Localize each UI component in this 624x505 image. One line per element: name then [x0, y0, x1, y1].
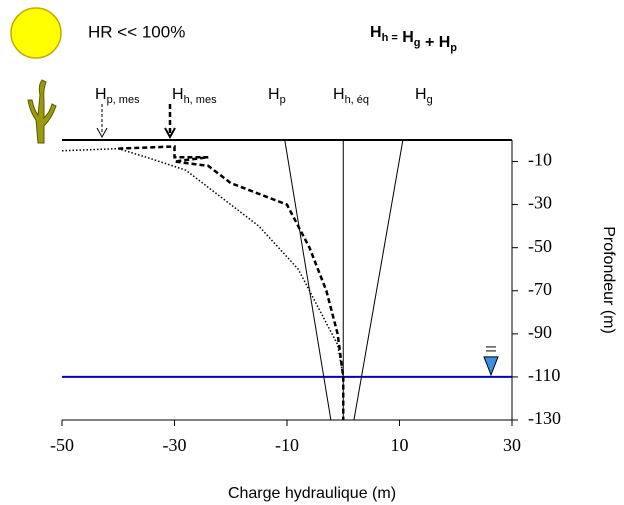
x-tick-label: 10 [391, 435, 409, 455]
series-label-sub: p [280, 94, 286, 106]
y-tick-label: -30 [528, 193, 552, 213]
series-label-sub: h, éq [345, 94, 369, 106]
series-label-main: H [172, 86, 184, 103]
arrow-head [164, 127, 176, 140]
x-tick-label: -30 [163, 435, 187, 455]
series-label-sub: g [427, 94, 433, 106]
series-label: Hh, éq [333, 86, 369, 106]
series-label-sub: h, mes [184, 94, 218, 106]
x-tick-label: 30 [503, 435, 521, 455]
plant-icon [27, 79, 57, 144]
formula-sub: h = [382, 32, 398, 44]
status-icon [10, 7, 62, 59]
y-axis-title: Profondeur (m) [600, 226, 617, 334]
series-label: Hg [415, 86, 433, 106]
arrow-head [96, 127, 108, 139]
series-line [353, 139, 404, 421]
y-tick-label: -70 [528, 279, 552, 299]
formula-text: H [398, 29, 414, 46]
formula: Hh = Hg + Hp [370, 24, 457, 54]
series-label-main: H [333, 86, 345, 103]
series-label-main: H [268, 86, 280, 103]
series-label-sub: p, mes [107, 94, 141, 106]
series-label-main: H [415, 86, 427, 103]
y-tick-label: -90 [528, 322, 552, 342]
x-tick-label: -50 [50, 435, 74, 455]
y-tick-label: -130 [528, 408, 561, 428]
y-tick-label: -110 [528, 365, 560, 385]
series-line [61, 147, 344, 378]
formula-text: + H [421, 34, 451, 51]
formula-sub: g [414, 37, 421, 49]
status: HR << 100% [88, 22, 185, 41]
formula-sub: p [450, 42, 457, 54]
formula-text: H [370, 24, 382, 41]
x-axis-title: Charge hydraulique (m) [228, 485, 396, 502]
series-line [118, 145, 345, 420]
y-tick-label: -10 [528, 150, 552, 170]
series-label: Hh, mes [172, 86, 217, 106]
y-tick-label: -50 [528, 236, 552, 256]
x-tick-label: -10 [275, 435, 299, 455]
series-label: Hp, mes [95, 86, 140, 106]
series-label-main: H [95, 86, 107, 103]
series-line [284, 139, 332, 421]
series-label: Hp [268, 86, 286, 106]
water-marker [483, 356, 499, 377]
